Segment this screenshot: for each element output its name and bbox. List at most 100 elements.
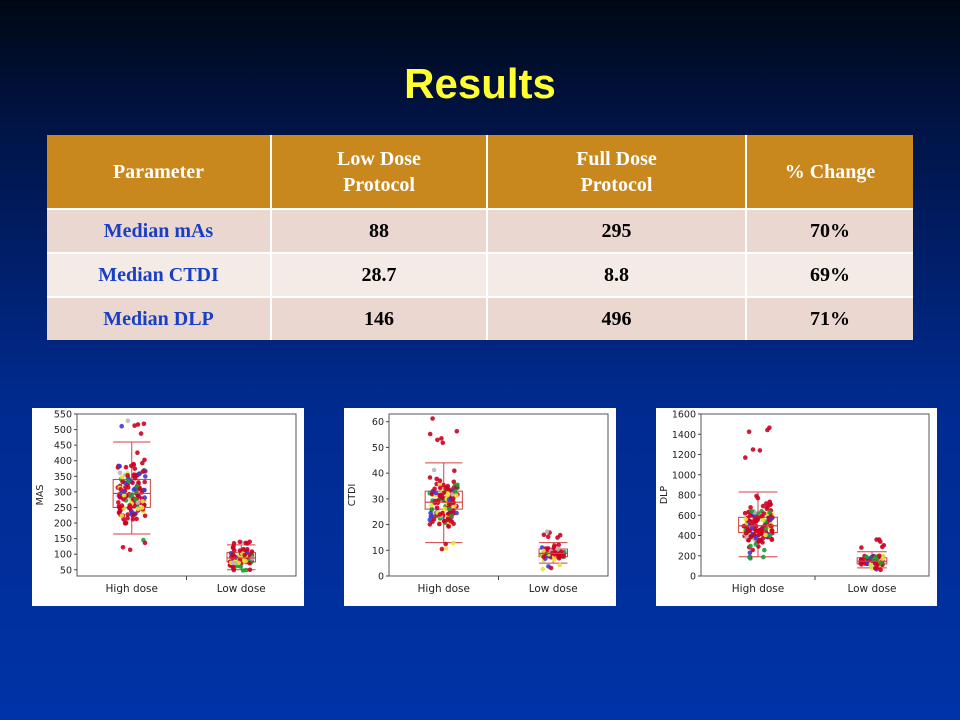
header-parameter: Parameter (47, 135, 272, 209)
results-table: Parameter Low Dose Protocol Full Dose Prot… (47, 135, 913, 340)
data-point (123, 485, 128, 490)
data-point (137, 486, 143, 492)
data-point (446, 497, 452, 502)
data-point (555, 535, 560, 540)
ctdi-scatter-plot: 0 10 20 30 40 50 60 CTDI High dose Low dose (344, 408, 616, 606)
y-axis-label: DLP (659, 486, 670, 505)
data-point (451, 521, 456, 527)
data-point (552, 543, 557, 548)
data-point (142, 513, 148, 519)
data-point (125, 473, 130, 478)
data-point (120, 545, 126, 550)
data-point (451, 495, 456, 501)
data-point (126, 478, 131, 484)
data-point (742, 510, 748, 516)
data-point (749, 509, 754, 514)
data-point (433, 490, 439, 496)
data-point (140, 499, 145, 504)
data-point (428, 510, 433, 516)
data-point (748, 505, 753, 510)
y-tick-label: 250 (54, 503, 72, 514)
data-point (769, 536, 774, 542)
data-point (236, 560, 241, 566)
data-point (753, 535, 759, 541)
table-row: Median CTDI 28.7 8.8 69% (47, 252, 913, 297)
y-tick-label: 800 (678, 491, 696, 502)
cell-change: 69% (746, 252, 913, 297)
header-low-dose: Low Dose Protocol (271, 135, 488, 209)
data-point (437, 512, 443, 517)
data-point (241, 558, 247, 563)
data-point (448, 510, 454, 515)
y-axis-label: CTDI (347, 484, 358, 507)
data-point (443, 546, 449, 551)
data-point (122, 521, 128, 526)
data-point (743, 517, 748, 522)
data-point (427, 475, 433, 480)
data-point (864, 554, 869, 560)
data-point (767, 499, 772, 505)
data-point (769, 528, 775, 533)
y-tick-label: 350 (54, 472, 72, 483)
data-point (441, 482, 446, 488)
data-point (240, 568, 246, 573)
header-full-dose: Full Dose Protocol (487, 135, 747, 209)
cell-parameter: Median CTDI (47, 252, 272, 297)
data-point (753, 519, 759, 524)
data-point (765, 504, 770, 510)
data-point (134, 516, 139, 522)
x-tick-label: Low dose (847, 583, 896, 595)
data-point (230, 565, 236, 570)
y-tick-label: 500 (54, 425, 72, 436)
data-point (541, 554, 546, 560)
data-point (125, 515, 130, 521)
x-tick-label: High dose (106, 583, 159, 595)
y-tick-label: 300 (54, 487, 72, 498)
data-point (759, 513, 765, 519)
data-point (117, 509, 122, 514)
data-point (753, 542, 759, 547)
y-tick-label: 400 (54, 456, 72, 467)
data-point (556, 542, 561, 548)
data-point (445, 483, 451, 489)
y-tick-label: 200 (678, 551, 696, 562)
data-point (437, 482, 443, 487)
data-point (765, 427, 770, 433)
y-tick-label: 400 (678, 531, 696, 542)
data-point (753, 528, 759, 533)
data-point (120, 479, 125, 485)
data-point (557, 562, 562, 568)
cell-parameter: Median DLP (47, 296, 272, 340)
y-tick-label: 60 (372, 417, 384, 428)
data-point (237, 539, 243, 545)
y-tick-label: 0 (690, 572, 696, 583)
y-tick-label: 1400 (672, 430, 696, 441)
data-point (880, 556, 885, 562)
data-point (442, 518, 447, 524)
data-point (431, 467, 437, 473)
data-point (245, 541, 250, 546)
data-point (758, 538, 764, 543)
mas-scatter-plot: 50 100 150 200 250 300 350 400 450 500 550 MAS High … (32, 408, 304, 606)
data-point (247, 567, 253, 573)
data-point (747, 550, 753, 556)
data-point (429, 506, 435, 512)
data-point (439, 436, 444, 441)
data-point (750, 447, 756, 452)
x-tick-label: High dose (418, 583, 471, 595)
data-point (541, 532, 547, 538)
data-point (762, 547, 767, 553)
data-point (119, 513, 125, 518)
data-point (455, 482, 460, 488)
cell-low-dose: 28.7 (271, 252, 488, 297)
data-point (131, 487, 137, 492)
data-point (247, 561, 252, 566)
data-point (138, 431, 144, 436)
y-tick-label: 1000 (672, 470, 696, 481)
data-point (552, 557, 557, 562)
data-point (116, 500, 121, 505)
data-point (241, 546, 246, 552)
data-point (136, 471, 142, 477)
data-point (434, 505, 440, 511)
data-point (447, 502, 452, 507)
